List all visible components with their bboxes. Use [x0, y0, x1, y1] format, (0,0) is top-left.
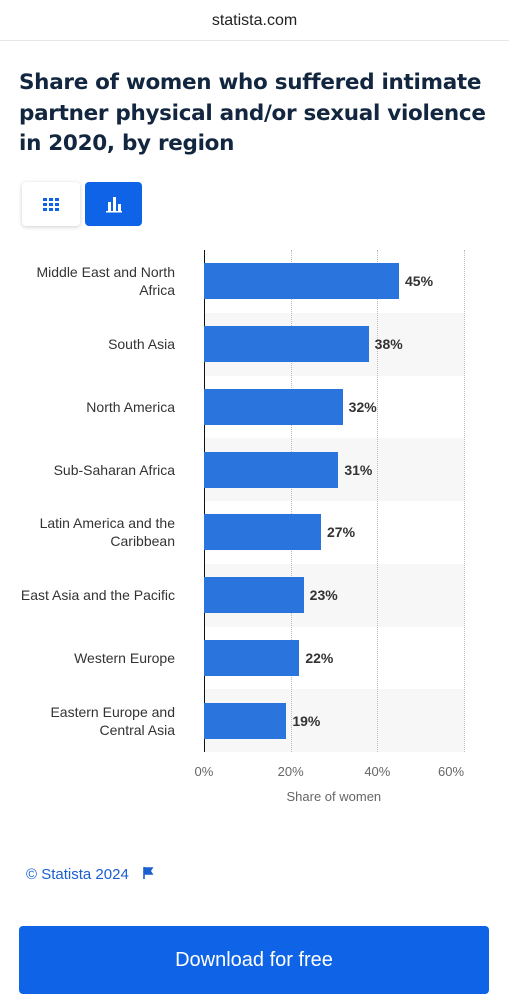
divider	[0, 40, 509, 41]
x-tick-label: 20%	[277, 764, 304, 779]
flag-icon	[143, 867, 154, 879]
x-tick-label: 0%	[194, 764, 214, 779]
download-button[interactable]: Download for free	[19, 926, 489, 994]
bar	[204, 388, 343, 425]
bar	[204, 451, 339, 488]
y-axis-line	[204, 250, 205, 752]
chart-title: Share of women who suffered intimate par…	[19, 70, 486, 156]
grid-line	[377, 250, 379, 752]
x-tick-label: 40%	[364, 764, 391, 779]
bar	[204, 702, 287, 739]
bar	[204, 639, 300, 676]
value-label: 22%	[305, 649, 334, 666]
value-label: 19%	[292, 712, 321, 729]
value-label: 32%	[348, 398, 377, 415]
chart-icon	[106, 197, 122, 213]
y-tick-label: Western Europe	[74, 649, 175, 666]
bar	[204, 263, 399, 300]
bar	[204, 326, 369, 363]
value-label: 27%	[327, 524, 356, 541]
y-tick-label: Eastern Europe and Central Asia	[50, 703, 175, 738]
copyright-text: © Statista 2024	[26, 866, 129, 883]
value-label: 45%	[405, 273, 434, 290]
copyright[interactable]: © Statista 2024	[26, 866, 155, 883]
y-tick-label: South Asia	[108, 336, 175, 353]
site-name: statista.com	[211, 12, 298, 29]
grid-line	[464, 250, 465, 752]
y-tick-label: East Asia and the Pacific	[20, 587, 175, 604]
grid-line	[290, 250, 292, 752]
y-tick-label: Latin America and the Caribbean	[39, 515, 175, 550]
x-tick-label: 60%	[438, 764, 465, 779]
table-icon	[43, 198, 59, 211]
value-label: 38%	[374, 336, 403, 353]
chart-view-button[interactable]	[85, 182, 142, 226]
bar	[204, 577, 304, 614]
y-tick-label: North America	[86, 398, 175, 415]
bar	[204, 514, 321, 551]
x-axis-label: Share of women	[286, 789, 382, 804]
y-tick-label: Sub-Saharan Africa	[53, 461, 175, 478]
value-label: 31%	[344, 461, 373, 478]
table-view-button[interactable]	[22, 182, 80, 226]
value-label: 23%	[309, 587, 338, 604]
y-tick-label: Middle East and North Africa	[36, 264, 175, 299]
